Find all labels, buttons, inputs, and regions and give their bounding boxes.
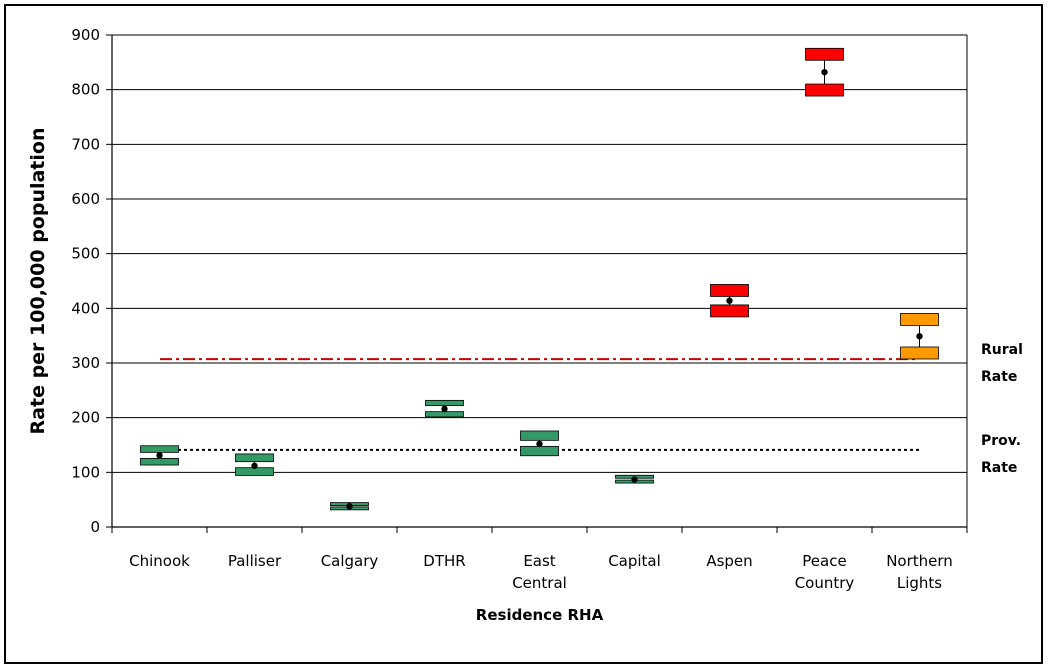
rate-marker (726, 297, 733, 304)
rate-marker (251, 462, 258, 469)
data-point (805, 47, 844, 97)
x-tick-label: DTHR (423, 552, 465, 570)
rate-marker (536, 440, 543, 448)
reference-line-label: Prov. Rate (981, 433, 1021, 476)
ci-lower-box (520, 445, 559, 457)
ci-lower-box (710, 304, 749, 318)
rate-marker (441, 405, 448, 413)
data-point (710, 284, 749, 318)
data-point (615, 474, 654, 484)
y-tick-label: 900 (71, 26, 100, 44)
data-point (520, 430, 559, 457)
data-point (235, 453, 274, 476)
y-tick-label: 200 (71, 409, 100, 427)
data-point (900, 313, 939, 360)
x-tick-label: Aspen (706, 552, 752, 570)
x-tick-label: Northern Lights (886, 552, 953, 592)
gridlines (112, 34, 967, 473)
x-tick-label: East Central (512, 552, 567, 592)
x-tick-label: Calgary (321, 552, 379, 570)
x-tick-label: Chinook (129, 552, 190, 570)
data-point (425, 399, 464, 418)
ci-upper-box (805, 47, 844, 61)
ci-upper-box (710, 284, 749, 297)
axes (106, 34, 968, 533)
rate-marker (156, 452, 163, 459)
ci-upper-box (425, 399, 464, 407)
y-tick-label: 700 (71, 135, 100, 153)
ci-upper-box (900, 313, 939, 326)
y-tick-label: 100 (71, 463, 100, 481)
rate-chart: 0 100 200 300 400 500 600 700 800 900 Chinook Pall… (27, 26, 1023, 624)
y-tick-label: 600 (71, 190, 100, 208)
ci-lower-box (805, 83, 844, 97)
x-axis-title: Residence RHA (476, 606, 604, 624)
chart-frame (4, 4, 1043, 664)
y-tick-label: 500 (71, 245, 100, 263)
x-tick-label: Palliser (228, 552, 282, 570)
rate-marker (916, 333, 923, 340)
reference-line-label: Rural Rate (981, 342, 1023, 385)
reference-line-labels: Rural Rate Prov. Rate (981, 342, 1023, 476)
ci-upper-box (235, 453, 274, 463)
ci-lower-box (425, 411, 464, 418)
x-tick-label: Capital (608, 552, 661, 570)
ci-upper-box (140, 445, 179, 453)
x-tick-label: Peace Country (795, 552, 855, 592)
y-tick-label: 800 (71, 81, 100, 99)
rate-marker (346, 503, 353, 510)
rate-marker (631, 476, 638, 483)
y-tick-label: 0 (90, 518, 100, 536)
y-tick-label: 400 (71, 299, 100, 317)
data-point (330, 502, 369, 511)
data-point (140, 445, 179, 466)
data-points (140, 47, 939, 511)
rate-marker (821, 68, 828, 76)
y-tick-labels: 0 100 200 300 400 500 600 700 800 900 (71, 26, 100, 536)
y-tick-label: 300 (71, 354, 100, 372)
ci-lower-box (900, 346, 939, 360)
x-tick-labels: Chinook Palliser Calgary DTHR East Central Cap… (129, 552, 953, 592)
y-axis-title: Rate per 100,000 population (27, 128, 49, 435)
ci-upper-box (520, 430, 559, 441)
ci-lower-box (140, 457, 179, 466)
